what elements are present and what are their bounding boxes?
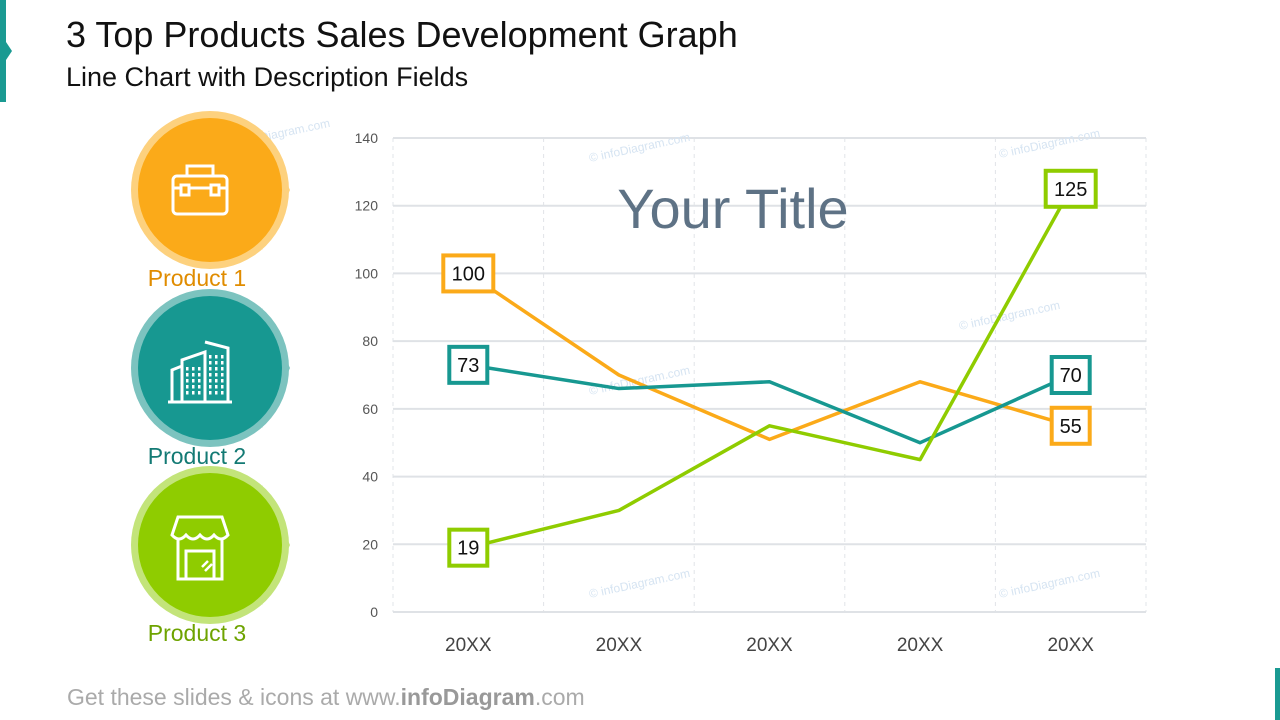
building-window (198, 385, 201, 389)
building-window (209, 385, 212, 389)
x-tick-label: 20XX (746, 635, 793, 656)
building-window (192, 373, 195, 377)
data-label-box (1043, 168, 1098, 209)
product-3-marker (131, 466, 290, 624)
building-window (209, 391, 212, 395)
building-window (186, 367, 189, 371)
product-1-marker (131, 111, 290, 269)
building-window (192, 385, 195, 389)
data-label: 73 (457, 355, 479, 377)
building-window (209, 355, 212, 359)
building-window (221, 379, 224, 383)
y-tick-label: 0 (370, 604, 378, 620)
building-outline (168, 340, 232, 404)
product-1-label: Product 1 (147, 265, 247, 291)
toolbox-handle (185, 164, 215, 176)
storefront-icon (170, 515, 230, 581)
building-window (186, 379, 189, 383)
product-2-marker (131, 289, 290, 447)
marker-circle (138, 473, 282, 617)
building-window (209, 379, 212, 383)
watermark: © infoDiagram.com (998, 126, 1102, 161)
building-window (215, 355, 218, 359)
y-tick-label: 140 (355, 130, 379, 146)
building-window (192, 391, 195, 395)
building-window (186, 373, 189, 377)
building-window (221, 385, 224, 389)
glass-reflection (201, 560, 213, 572)
building-window (215, 385, 218, 389)
page-subtitle: Line Chart with Description Fields (66, 62, 469, 92)
y-tick-label: 120 (355, 198, 379, 214)
building-window (186, 385, 189, 389)
data-label-box (1049, 355, 1092, 395)
office-building-icon (168, 340, 232, 404)
building-window (215, 391, 218, 395)
building-window (221, 373, 224, 377)
data-label-box (441, 253, 496, 294)
data-label-box (447, 344, 490, 385)
building-window (192, 379, 195, 383)
watermark: © infoDiagram.com (958, 298, 1062, 333)
toolbox-latch (179, 183, 191, 197)
y-tick-label: 40 (362, 469, 378, 485)
building-window (186, 391, 189, 395)
product-2-label: Product 2 (147, 443, 247, 469)
building-window (209, 373, 212, 377)
x-tick-label: 20XX (897, 635, 944, 656)
building-window (192, 367, 195, 371)
toolbox-icon (171, 164, 229, 216)
y-tick-label: 60 (362, 401, 378, 417)
y-tick-label: 100 (355, 265, 379, 281)
page-title: 3 Top Products Sales Development Graph (66, 14, 738, 55)
footer: Get these slides & icons at www.infoDiag… (67, 684, 585, 711)
building-window (209, 367, 212, 371)
y-tick-label: 80 (362, 333, 378, 349)
building-window (215, 361, 218, 365)
accent-bar (0, 0, 12, 102)
building-window (221, 355, 224, 359)
accent-bar-right (1275, 668, 1280, 720)
data-label: 70 (1060, 365, 1082, 387)
data-label: 100 (452, 263, 485, 285)
toolbox-body (171, 174, 229, 216)
building-window (215, 379, 218, 383)
building-window (198, 367, 201, 371)
building-window (221, 361, 224, 365)
data-label-box (1049, 405, 1092, 446)
building-window (198, 391, 201, 395)
footer-prefix: Get these slides & icons at www. (67, 684, 401, 710)
footer-suffix: .com (534, 684, 585, 710)
footer-brand: infoDiagram (400, 684, 535, 710)
data-label: 55 (1060, 416, 1082, 438)
building-window (215, 373, 218, 377)
building-window (198, 373, 201, 377)
x-tick-label: 20XX (445, 635, 492, 656)
building-window (221, 367, 224, 371)
toolbox-latch (209, 183, 221, 197)
building-window (198, 379, 201, 383)
y-tick-label: 20 (362, 536, 378, 552)
watermark: © infoDiagram.com (588, 363, 692, 398)
watermark: © infoDiagram.com (998, 566, 1102, 601)
x-tick-label: 20XX (596, 635, 643, 656)
data-label: 125 (1054, 179, 1087, 201)
store-door (184, 549, 216, 579)
building-window (221, 391, 224, 395)
data-label-box (447, 527, 490, 568)
building-window (215, 367, 218, 371)
watermark: © infoDiagram.com (588, 130, 692, 165)
x-tick-label: 20XX (1047, 635, 1094, 656)
series-line-2 (468, 363, 1072, 445)
chart-title: Your Title (617, 177, 848, 240)
watermark: © infoDiagram.com (588, 566, 692, 601)
data-label: 19 (457, 538, 479, 560)
product-3-label: Product 3 (147, 620, 247, 646)
building-window (209, 361, 212, 365)
series-line-3 (467, 187, 1073, 550)
awning (170, 515, 230, 541)
